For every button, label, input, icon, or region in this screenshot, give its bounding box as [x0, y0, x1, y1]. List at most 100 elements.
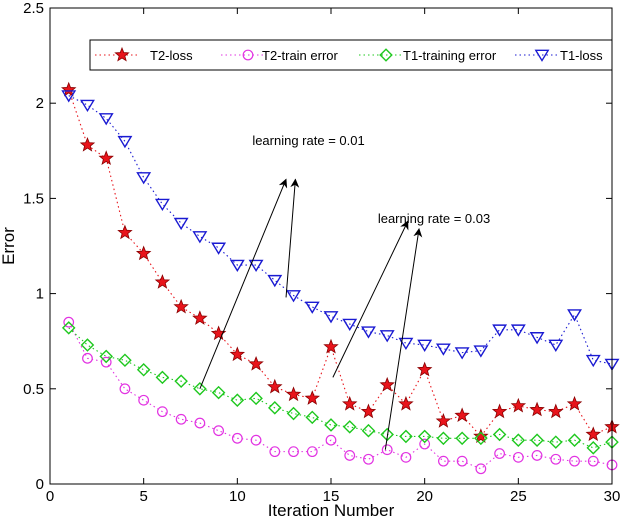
data-point-2-23 [492, 427, 507, 442]
data-point-1-3 [119, 383, 131, 395]
data-point-2-10 [249, 391, 263, 406]
y-tick-label: 0.5 [23, 381, 44, 398]
x-tick-label: 0 [46, 488, 54, 505]
data-point-2-9 [230, 393, 245, 408]
data-point-3-19 [417, 339, 433, 352]
data-point-3-6 [173, 217, 189, 231]
data-point-0-12 [285, 386, 302, 402]
data-point-2-20 [436, 431, 451, 446]
data-point-3-26 [548, 339, 564, 352]
data-point-1-28 [587, 455, 599, 467]
data-point-0-16 [360, 403, 377, 419]
data-point-3-13 [304, 301, 320, 314]
data-point-2-16 [361, 423, 376, 438]
annotation-arrow [384, 227, 423, 450]
data-point-2-3 [118, 353, 132, 368]
data-point-2-0 [61, 321, 76, 335]
data-point-2-11 [268, 401, 282, 415]
data-point-0-11 [267, 378, 283, 394]
data-point-3-3 [117, 135, 133, 149]
data-point-1-13 [306, 446, 318, 458]
data-point-1-2 [100, 356, 112, 368]
annotation-label: learning rate = 0.03 [378, 211, 490, 226]
data-point-3-7 [192, 231, 208, 244]
data-point-3-20 [435, 343, 451, 356]
series-markers [61, 81, 620, 475]
data-point-3-2 [98, 113, 114, 126]
data-point-2-5 [155, 370, 170, 385]
data-point-2-25 [530, 433, 544, 447]
annotation-arrow [199, 178, 288, 389]
data-point-0-17 [379, 376, 395, 392]
data-point-1-5 [156, 406, 168, 418]
legend-label: T2-loss [150, 48, 193, 63]
plot-frame [49, 7, 613, 485]
data-point-2-21 [455, 431, 469, 446]
data-point-3-15 [342, 318, 358, 331]
x-tick-label: 15 [323, 488, 340, 505]
data-point-0-21 [454, 407, 470, 423]
y-tick-label: 1 [36, 286, 44, 303]
data-point-3-12 [286, 290, 301, 303]
data-point-0-9 [229, 346, 246, 362]
data-point-0-10 [248, 355, 264, 371]
data-point-1-11 [269, 446, 281, 458]
legend-label: T1-loss [560, 48, 603, 63]
legend-label: T2-train error [262, 48, 339, 63]
data-point-2-18 [399, 429, 413, 444]
data-point-1-10 [250, 434, 262, 446]
data-point-2-2 [99, 349, 113, 364]
data-point-0-5 [154, 274, 171, 289]
data-point-1-27 [569, 455, 580, 467]
data-point-1-16 [363, 453, 374, 465]
data-point-2-8 [211, 385, 226, 400]
data-point-2-12 [286, 406, 301, 421]
data-point-1-14 [325, 434, 337, 446]
data-point-3-23 [492, 324, 508, 337]
series-line-2 [68, 327, 613, 449]
data-point-3-27 [567, 309, 582, 322]
data-point-0-2 [98, 150, 114, 165]
x-tick-label: 30 [604, 488, 621, 505]
data-point-1-12 [288, 446, 299, 458]
data-point-1-8 [213, 425, 225, 437]
data-point-3-1 [80, 99, 95, 113]
data-point-2-26 [549, 435, 563, 449]
data-point-0-20 [435, 413, 452, 428]
data-point-0-18 [398, 395, 414, 411]
data-point-2-4 [136, 362, 151, 377]
data-point-3-22 [473, 345, 489, 358]
data-point-1-1 [82, 352, 93, 364]
data-point-0-26 [548, 403, 564, 419]
data-point-2-1 [80, 338, 95, 352]
data-point-2-22 [474, 431, 488, 446]
data-point-1-0 [63, 316, 75, 328]
axes: 0 5 10 15 20 25 30 0 0.5 1 1.5 2 2.5 Iteration Number… [0, 0, 620, 520]
legend-label: T1-training error [403, 48, 497, 63]
data-point-0-15 [342, 395, 358, 411]
annotation-arrow [285, 178, 300, 298]
data-point-3-21 [454, 347, 470, 360]
data-point-1-25 [531, 450, 543, 461]
data-point-0-7 [192, 310, 208, 325]
data-point-3-8 [211, 242, 227, 255]
data-point-0-19 [416, 361, 433, 377]
data-point-0-27 [566, 395, 583, 411]
data-point-1-23 [494, 448, 506, 459]
data-point-0-0 [61, 81, 77, 97]
data-point-3-28 [585, 354, 601, 368]
data-point-3-24 [510, 324, 526, 337]
data-point-2-24 [511, 433, 526, 447]
data-point-1-15 [344, 450, 356, 461]
x-tick-label: 10 [229, 488, 246, 505]
series-line-0 [68, 89, 613, 438]
data-point-1-21 [456, 455, 468, 467]
legend-swatch-marker-2 [379, 48, 393, 62]
data-point-2-28 [586, 441, 601, 455]
data-point-3-25 [529, 332, 545, 345]
x-axis-label: Iteration Number [268, 501, 395, 520]
data-point-0-14 [323, 338, 339, 354]
y-tick-label: 2.5 [23, 0, 44, 17]
data-point-3-11 [267, 274, 283, 288]
